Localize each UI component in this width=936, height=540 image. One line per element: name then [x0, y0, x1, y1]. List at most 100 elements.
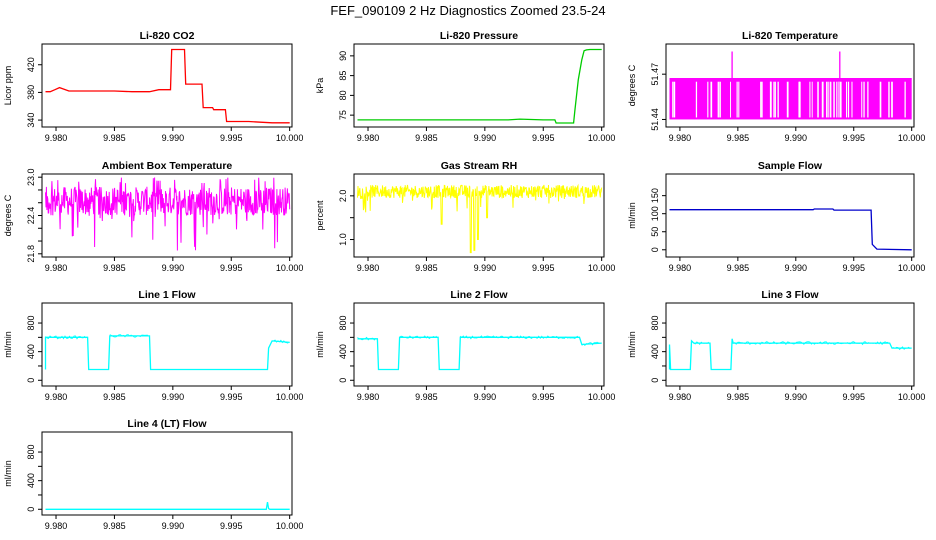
x-tick-label: 9.995 [842, 263, 865, 273]
y-tick-label: 800 [338, 316, 348, 331]
x-tick-label: 9.990 [162, 392, 185, 402]
x-axis: 9.980 9.985 9.990 9.995 10.000 [669, 127, 926, 143]
x-tick-label: 9.985 [103, 521, 126, 531]
y-axis: 0 400 800 [650, 316, 666, 383]
y-axis: 75 80 85 90 [338, 51, 354, 120]
chart-panel-1: Li-820 CO2 Licor ppm 9.980 9.985 9.990 9.995 1… [3, 30, 303, 143]
chart-panel-6: Sample Flow ml/min 9.980 9.985 9.990 9.995 10.… [627, 160, 925, 273]
chart-panel-2: Li-820 Pressure kPa 9.980 9.985 9.990 9.995 10… [315, 30, 615, 143]
series-noise [460, 335, 579, 340]
y-tick-label: 21.8 [26, 245, 36, 263]
x-tick-label: 9.995 [220, 392, 243, 402]
chart-panel-8: Line 2 Flow ml/min 9.980 9.985 9.990 9.995 10.… [315, 289, 615, 402]
x-tick-label: 9.995 [842, 133, 865, 143]
series-noise [891, 346, 911, 351]
series-noise [733, 341, 889, 346]
series-line-1 [669, 208, 912, 251]
y-tick-label: 800 [26, 445, 36, 460]
x-tick-label: 9.985 [103, 133, 126, 143]
x-tick-label: 9.995 [532, 133, 555, 143]
y-tick-label: 85 [338, 71, 348, 81]
series-group [357, 183, 603, 254]
y-axis: 21.8 22.4 23.0 [26, 168, 42, 263]
series-group [45, 501, 290, 510]
y-tick-label: 420 [26, 57, 36, 72]
x-tick-label: 10.000 [898, 263, 926, 273]
series-noise [691, 340, 693, 343]
x-axis: 9.980 9.985 9.990 9.995 10.000 [669, 257, 926, 273]
series-group [357, 48, 602, 124]
x-tick-label: 9.990 [162, 263, 185, 273]
x-tick-label: 10.000 [898, 392, 926, 402]
x-tick-label: 10.000 [588, 392, 616, 402]
panel-title: Line 3 Flow [761, 289, 819, 301]
y-tick-label: 400 [338, 344, 348, 359]
series-band [669, 78, 912, 120]
figure-title: FEF_090109 2 Hz Diagnostics Zoomed 23.5-… [330, 3, 605, 18]
series-line-1 [45, 48, 290, 124]
y-tick-label: 400 [26, 473, 36, 488]
series-noise [581, 341, 601, 346]
series-line-1 [45, 501, 290, 510]
x-tick-label: 9.990 [162, 133, 185, 143]
plot-frame [665, 302, 915, 387]
x-tick-label: 10.000 [276, 521, 304, 531]
y-tick-label: 80 [338, 90, 348, 100]
series-group [669, 208, 912, 251]
y-axis: 0 400 800 [338, 316, 354, 383]
y-tick-label: 400 [26, 344, 36, 359]
series-line-1 [669, 51, 912, 80]
y-axis-label: degrees C [3, 194, 13, 236]
y-tick-label: 0 [650, 247, 660, 252]
x-tick-label: 9.980 [357, 133, 380, 143]
y-axis-label: kPa [315, 78, 325, 94]
y-tick-label: 380 [26, 85, 36, 100]
x-axis: 9.980 9.985 9.990 9.995 10.000 [357, 386, 616, 402]
x-tick-label: 9.980 [45, 263, 68, 273]
x-tick-label: 10.000 [588, 133, 616, 143]
y-axis: 0 400 800 [26, 316, 42, 383]
y-axis-label: ml/min [3, 460, 13, 487]
x-axis: 9.980 9.985 9.990 9.995 10.000 [45, 386, 303, 402]
y-tick-label: 800 [650, 316, 660, 331]
panel-grid: Li-820 CO2 Licor ppm 9.980 9.985 9.990 9.995 1… [3, 30, 925, 531]
y-tick-label: 0 [26, 507, 36, 512]
x-axis: 9.980 9.985 9.990 9.995 10.000 [669, 386, 926, 402]
y-axis: 51.44 51.47 [650, 63, 666, 131]
plot-frame [353, 173, 605, 258]
x-tick-label: 9.985 [103, 392, 126, 402]
series-group [668, 338, 912, 371]
series-noise [271, 339, 289, 344]
x-axis: 9.980 9.985 9.990 9.995 10.000 [45, 127, 303, 143]
panel-title: Ambient Box Temperature [102, 160, 233, 172]
x-tick-label: 9.995 [220, 133, 243, 143]
series-noise [45, 335, 87, 340]
series-group [357, 335, 602, 371]
chart-panel-7: Line 1 Flow ml/min 9.980 9.985 9.990 9.995 10.… [3, 289, 303, 402]
x-tick-label: 9.985 [727, 392, 750, 402]
series-line-1 [357, 183, 603, 254]
x-tick-label: 9.980 [669, 263, 692, 273]
y-tick-label: 22.4 [26, 207, 36, 225]
x-tick-label: 9.995 [220, 263, 243, 273]
x-tick-label: 10.000 [898, 133, 926, 143]
x-tick-label: 10.000 [588, 263, 616, 273]
panel-title: Sample Flow [758, 160, 823, 172]
y-axis-label: Licor ppm [3, 66, 13, 106]
x-tick-label: 9.985 [415, 392, 438, 402]
series-noise [693, 341, 709, 346]
x-tick-label: 10.000 [276, 263, 304, 273]
panel-title: Gas Stream RH [441, 160, 517, 172]
x-axis: 9.980 9.985 9.990 9.995 10.000 [357, 127, 616, 143]
plot-frame [41, 431, 293, 516]
y-axis-label: percent [315, 200, 325, 231]
x-tick-label: 9.980 [357, 263, 380, 273]
y-axis: 1.0 2.0 [338, 190, 354, 246]
y-tick-label: 2.0 [338, 190, 348, 203]
y-tick-label: 0 [26, 378, 36, 383]
y-tick-label: 23.0 [26, 168, 36, 186]
y-axis-label: ml/min [315, 331, 325, 358]
x-tick-label: 9.985 [415, 263, 438, 273]
